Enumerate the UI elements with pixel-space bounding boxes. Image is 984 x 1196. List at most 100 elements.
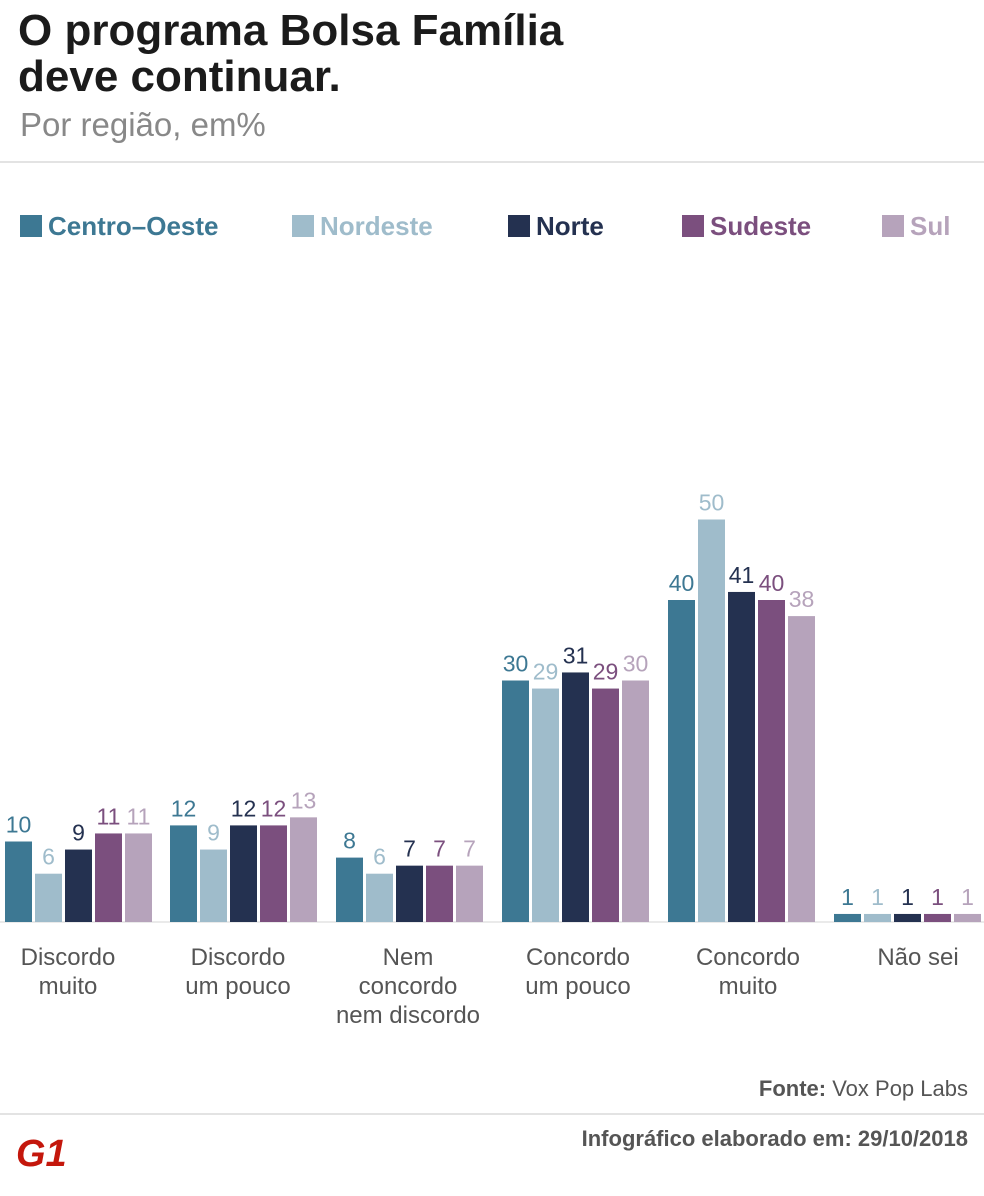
bar-norte-4 <box>728 591 755 922</box>
data-label-nordeste-3: 29 <box>533 659 559 685</box>
legend-swatch <box>508 215 530 237</box>
data-label-norte-3: 31 <box>563 642 589 668</box>
legend-label: Nordeste <box>320 210 433 241</box>
bar-sudeste-4 <box>758 600 785 922</box>
bar-centro-oeste-2 <box>336 857 363 922</box>
data-label-centro-oeste-2: 8 <box>343 828 356 854</box>
data-label-sudeste-3: 29 <box>593 659 619 685</box>
bar-sul-0 <box>125 833 152 922</box>
data-label-sudeste-4: 40 <box>759 570 785 596</box>
bar-norte-1 <box>230 825 257 922</box>
data-label-nordeste-2: 6 <box>373 844 386 870</box>
data-label-sudeste-1: 12 <box>261 795 287 821</box>
bar-nordeste-1 <box>200 849 227 922</box>
data-label-centro-oeste-5: 1 <box>841 884 854 910</box>
title-line-1: O programa Bolsa Família <box>18 6 564 55</box>
category-label-2: concordo <box>359 973 458 1000</box>
bar-centro-oeste-5 <box>834 913 861 922</box>
bar-norte-3 <box>562 672 589 922</box>
data-label-sudeste-5: 1 <box>931 884 944 910</box>
bar-sudeste-3 <box>592 688 619 922</box>
bar-centro-oeste-4 <box>668 600 695 922</box>
category-label-4: muito <box>719 973 778 1000</box>
data-label-norte-4: 41 <box>729 562 755 588</box>
data-label-norte-5: 1 <box>901 884 914 910</box>
category-label-0: Discordo <box>21 944 116 971</box>
data-label-norte-2: 7 <box>403 836 416 862</box>
legend-swatch <box>292 215 314 237</box>
bar-nordeste-0 <box>35 873 62 922</box>
data-label-norte-0: 9 <box>72 820 85 846</box>
legend-label: Sudeste <box>710 210 812 241</box>
bar-norte-2 <box>396 865 423 922</box>
legend-label: Norte <box>536 210 604 241</box>
footer-text: Infográfico elaborado em: 29/10/2018 <box>581 1126 968 1151</box>
data-label-centro-oeste-4: 40 <box>669 570 695 596</box>
source-label: Fonte: <box>758 1076 827 1101</box>
chart-subtitle: Por região, em% <box>20 106 266 143</box>
data-label-sul-4: 38 <box>789 586 815 612</box>
data-label-sul-3: 30 <box>623 651 649 677</box>
category-label-3: Concordo <box>526 944 630 971</box>
data-label-nordeste-4: 50 <box>699 490 725 516</box>
category-label-2: nem discordo <box>336 1002 480 1029</box>
legend-item-norte: Norte <box>508 208 604 244</box>
bar-centro-oeste-0 <box>5 841 32 922</box>
legend-swatch <box>682 215 704 237</box>
legend-swatch <box>882 215 904 237</box>
data-label-nordeste-0: 6 <box>42 844 55 870</box>
bar-sul-5 <box>954 913 981 922</box>
bar-sul-3 <box>622 680 649 922</box>
legend-label: Centro–Oeste <box>48 210 219 241</box>
category-label-4: Concordo <box>696 944 800 971</box>
data-label-sul-1: 13 <box>291 787 317 813</box>
legend-item-nordeste: Nordeste <box>292 208 433 244</box>
g1-logo: G1 <box>14 1132 76 1172</box>
bar-sudeste-1 <box>260 825 287 922</box>
bar-nordeste-3 <box>532 688 559 922</box>
data-label-centro-oeste-1: 12 <box>171 795 197 821</box>
legend-label: Sul <box>910 210 951 241</box>
bar-nordeste-4 <box>698 519 725 922</box>
title-line-2: deve continuar. <box>18 52 341 101</box>
legend-item-sul: Sul <box>882 208 950 244</box>
data-label-centro-oeste-3: 30 <box>503 651 529 677</box>
legend-item-sudeste: Sudeste <box>682 208 811 244</box>
bar-sul-1 <box>290 817 317 922</box>
data-label-nordeste-5: 1 <box>871 884 884 910</box>
category-label-1: um pouco <box>185 973 290 1000</box>
bar-sudeste-0 <box>95 833 122 922</box>
legend-item-centro-oeste: Centro–Oeste <box>20 208 219 244</box>
bar-sudeste-2 <box>426 865 453 922</box>
data-label-sul-2: 7 <box>463 836 476 862</box>
bar-centro-oeste-3 <box>502 680 529 922</box>
bar-sul-2 <box>456 865 483 922</box>
bar-sul-4 <box>788 616 815 922</box>
data-label-nordeste-1: 9 <box>207 820 220 846</box>
category-label-5: Não sei <box>877 944 958 971</box>
bar-norte-5 <box>894 913 921 922</box>
chart-title: O programa Bolsa Família deve continuar. <box>18 8 563 100</box>
bar-sudeste-5 <box>924 913 951 922</box>
header-divider <box>0 161 984 163</box>
bar-norte-0 <box>65 849 92 922</box>
bar-nordeste-5 <box>864 913 891 922</box>
data-label-sudeste-0: 11 <box>97 803 121 829</box>
data-label-sudeste-2: 7 <box>433 836 446 862</box>
category-label-3: um pouco <box>525 973 630 1000</box>
source-value: Vox Pop Labs <box>832 1076 968 1101</box>
bar-centro-oeste-1 <box>170 825 197 922</box>
data-label-norte-1: 12 <box>231 795 257 821</box>
source-line: Fonte: Vox Pop Labs <box>759 1076 968 1102</box>
data-label-sul-5: 1 <box>961 884 974 910</box>
category-label-1: Discordo <box>191 944 286 971</box>
data-label-sul-0: 11 <box>127 803 151 829</box>
footer-divider <box>0 1113 984 1115</box>
category-label-2: Nem <box>383 944 434 971</box>
legend-swatch <box>20 215 42 237</box>
data-label-centro-oeste-0: 10 <box>6 812 32 838</box>
category-label-0: muito <box>39 973 98 1000</box>
g1-logo-text: G1 <box>16 1133 67 1172</box>
bar-nordeste-2 <box>366 873 393 922</box>
